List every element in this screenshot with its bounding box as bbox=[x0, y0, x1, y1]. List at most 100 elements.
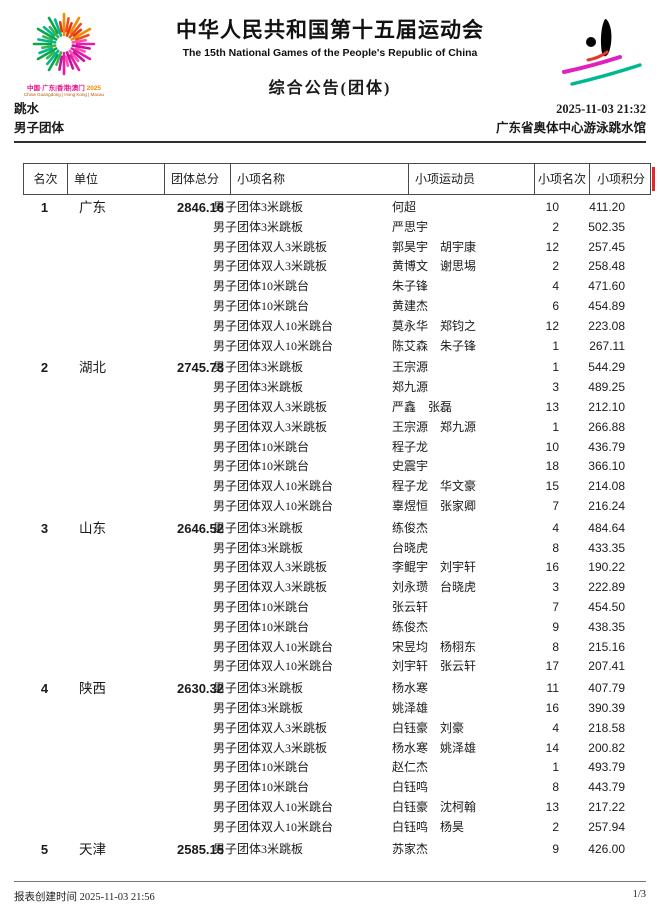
team-group: 5 天津 2585.15 男子团体3米跳板 苏家杰 9 426.00 bbox=[23, 840, 651, 860]
games-logo-burst-icon bbox=[32, 12, 96, 76]
meta-section: 跳水 2025-11-03 21:32 男子团体 广东省奥体中心游泳跳水馆 bbox=[14, 100, 646, 143]
col-header-event: 小项名称 bbox=[230, 164, 408, 194]
team-rank: 2 bbox=[40, 360, 49, 376]
event-rank: 2 bbox=[552, 819, 559, 834]
team-total-score: 2585.15 bbox=[177, 841, 224, 857]
event-name: 男子团体双人3米跳板 bbox=[213, 560, 328, 575]
event-result-row: 男子团体10米跳台 朱子锋 4 471.60 bbox=[207, 277, 651, 297]
event-rank: 18 bbox=[545, 459, 559, 474]
event-points: 266.88 bbox=[588, 419, 625, 434]
event-athletes: 王宗源 郑九源 bbox=[392, 419, 477, 434]
event-name: 男子团体3米跳板 bbox=[213, 360, 304, 375]
event-result-row: 男子团体双人3米跳板 刘永瓒 台晓虎 3 222.89 bbox=[207, 578, 651, 598]
event-athletes: 杨水寒 姚泽雄 bbox=[392, 740, 477, 755]
event-rank: 12 bbox=[545, 318, 559, 333]
event-name: 男子团体双人3米跳板 bbox=[213, 259, 328, 274]
team-total-score: 2846.16 bbox=[177, 200, 224, 215]
team-group: 2 湖北 2745.73 男子团体3米跳板 王宗源 1 544.29 男子团体3米跳板 郑九源 3… bbox=[23, 358, 651, 516]
event-rank: 1 bbox=[552, 360, 559, 375]
event-result-row: 男子团体10米跳台 赵仁杰 1 493.79 bbox=[207, 758, 651, 778]
event-result-row: 男子团体双人10米跳台 刘宇轩 张云轩 17 207.41 bbox=[207, 657, 651, 677]
event-result-row: 男子团体双人3米跳板 白钰豪 刘豪 4 218.58 bbox=[207, 719, 651, 739]
team-summary-row: 5 天津 2585.15 bbox=[23, 840, 407, 860]
page-footer: 报表创建时间 2025-11-03 21:56 1/3 bbox=[14, 881, 646, 904]
event-name: 男子团体双人3米跳板 bbox=[213, 239, 328, 254]
event-rank: 11 bbox=[546, 681, 559, 696]
event-athletes: 朱子锋 bbox=[392, 279, 429, 294]
event-rank: 9 bbox=[552, 619, 559, 634]
report-created-time: 报表创建时间 2025-11-03 21:56 bbox=[14, 892, 155, 903]
event-name: 男子团体双人10米跳台 bbox=[213, 799, 334, 814]
event-result-row: 男子团体3米跳板 严思宇 2 502.35 bbox=[207, 218, 651, 238]
event-rank: 1 bbox=[552, 760, 559, 775]
event-points: 214.08 bbox=[588, 479, 625, 494]
event-rank: 8 bbox=[552, 540, 559, 555]
event-result-row: 男子团体10米跳台 白钰鸣 8 443.79 bbox=[207, 778, 651, 798]
event-result-row: 男子团体10米跳台 程子龙 10 436.79 bbox=[207, 438, 651, 458]
event-points: 454.89 bbox=[588, 298, 625, 313]
team-rank: 4 bbox=[40, 681, 49, 697]
event-rank: 7 bbox=[552, 498, 559, 513]
team-summary-row: 1 广东 2846.16 bbox=[23, 198, 407, 218]
event-points: 489.25 bbox=[588, 380, 625, 395]
team-summary-row: 3 山东 2646.52 bbox=[23, 519, 407, 539]
event-athletes: 李鲲宇 刘宇轩 bbox=[392, 560, 477, 575]
red-cursor-marker bbox=[652, 167, 655, 191]
event-rank: 1 bbox=[552, 419, 559, 434]
event-athletes: 王宗源 bbox=[392, 360, 429, 375]
event-athletes: 严鑫 张磊 bbox=[392, 399, 453, 414]
col-header-unit: 单位 bbox=[67, 164, 164, 194]
event-result-row: 男子团体3米跳板 杨水寒 11 407.79 bbox=[207, 679, 651, 699]
event-points: 222.89 bbox=[588, 580, 625, 595]
event-rank: 3 bbox=[552, 580, 559, 595]
event-points: 438.35 bbox=[588, 619, 625, 634]
event-result-row: 男子团体双人3米跳板 王宗源 郑九源 1 266.88 bbox=[207, 418, 651, 438]
col-header-event-points: 小项积分 bbox=[589, 164, 652, 194]
games-logo: 中国·广东|香港|澳门 2025 China·Guangdong | Hong … bbox=[10, 6, 118, 98]
event-points: 218.58 bbox=[588, 720, 625, 735]
event-name: 男子团体3米跳板 bbox=[213, 841, 304, 856]
event-rank: 13 bbox=[545, 399, 559, 414]
event-rank: 3 bbox=[552, 380, 559, 395]
col-header-athletes: 小项运动员 bbox=[408, 164, 534, 194]
report-datetime: 2025-11-03 21:32 bbox=[556, 102, 646, 116]
event-athletes: 辜煜恒 张家卿 bbox=[392, 498, 477, 513]
event-points: 215.16 bbox=[588, 639, 625, 654]
team-unit: 湖北 bbox=[79, 360, 106, 376]
event-rank: 10 bbox=[545, 200, 559, 214]
results-table: 名次 单位 团体总分 小项名称 小项运动员 小项名次 小项积分 1 广东 2846.… bbox=[23, 163, 655, 860]
event-rank: 4 bbox=[552, 520, 559, 535]
event-points: 407.79 bbox=[588, 681, 625, 696]
event-athletes: 张云轩 bbox=[392, 599, 429, 614]
event-name: 男子团体10米跳台 bbox=[213, 298, 310, 313]
col-header-total: 团体总分 bbox=[164, 164, 230, 194]
event-name: 男子团体双人3米跳板 bbox=[213, 419, 328, 434]
event-name: 男子团体3米跳板 bbox=[213, 700, 304, 715]
event-rank: 7 bbox=[552, 599, 559, 614]
event-athletes: 台晓虎 bbox=[392, 540, 429, 555]
event-athletes: 杨水寒 bbox=[392, 681, 429, 696]
event-result-row: 男子团体3米跳板 练俊杰 4 484.64 bbox=[207, 519, 651, 539]
event-result-row: 男子团体10米跳台 练俊杰 9 438.35 bbox=[207, 618, 651, 638]
event-name: 男子团体双人3米跳板 bbox=[213, 399, 328, 414]
event-points: 443.79 bbox=[588, 780, 625, 795]
team-total-score: 2630.32 bbox=[177, 681, 224, 697]
event-name: 男子团体双人10米跳台 bbox=[213, 479, 334, 494]
team-rank: 5 bbox=[40, 841, 49, 857]
event-name: 男子团体10米跳台 bbox=[213, 459, 310, 474]
title-block: 中华人民共和国第十五届运动会 The 15th National Games o… bbox=[120, 14, 540, 98]
event-athletes: 姚泽雄 bbox=[392, 700, 429, 715]
team-unit: 天津 bbox=[79, 841, 106, 857]
event-rank: 2 bbox=[552, 219, 559, 234]
team-rank: 1 bbox=[40, 200, 49, 215]
event-athletes: 程子龙 华文豪 bbox=[392, 479, 477, 494]
event-athletes: 郑九源 bbox=[392, 380, 429, 395]
event-result-row: 男子团体双人10米跳台 宋昱均 杨栩东 8 215.16 bbox=[207, 638, 651, 658]
event-name: 男子团体10米跳台 bbox=[213, 439, 310, 454]
event-points: 223.08 bbox=[588, 318, 625, 333]
event-athletes: 刘永瓒 台晓虎 bbox=[392, 580, 477, 595]
games-title-cn: 中华人民共和国第十五届运动会 bbox=[176, 19, 484, 42]
event-result-row: 男子团体10米跳台 史震宇 18 366.10 bbox=[207, 457, 651, 477]
event-name: 男子团体3米跳板 bbox=[213, 681, 304, 696]
event-result-row: 男子团体10米跳台 黄建杰 6 454.89 bbox=[207, 297, 651, 317]
